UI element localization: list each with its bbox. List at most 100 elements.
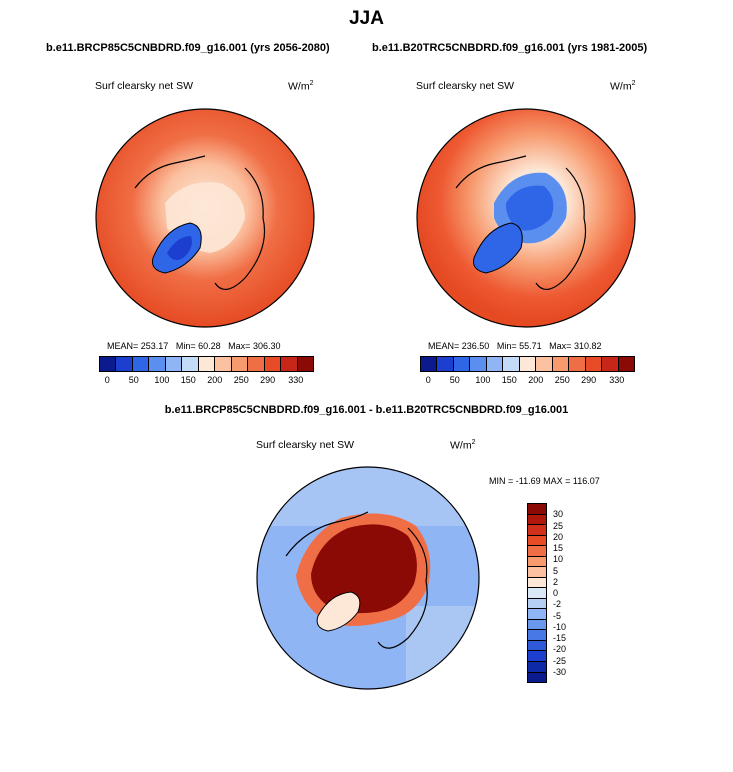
colorbar-tick-label: 330 bbox=[609, 375, 625, 385]
panel2-stats: MEAN= 236.50 Min= 55.71 Max= 310.82 bbox=[428, 341, 602, 351]
colorbar-tick-label: 50 bbox=[449, 375, 460, 385]
colorbar-tick-label: 100 bbox=[154, 375, 170, 385]
colorbar-tick-label: 15 bbox=[553, 543, 564, 553]
colorbar-tick-label: 330 bbox=[288, 375, 304, 385]
colorbar-tick-label: 30 bbox=[553, 509, 564, 520]
diff-case-title: b.e11.BRCP85C5CNBDRD.f09_g16.001 - b.e11… bbox=[164, 404, 569, 416]
panel2-units: W/m2 bbox=[610, 80, 636, 93]
colorbar-segment bbox=[215, 357, 232, 371]
colorbar-segment bbox=[528, 640, 546, 652]
colorbar-segment bbox=[132, 357, 150, 371]
panel2-colorbar-ticks: 0 50 100 150 200 250 290 330 bbox=[420, 375, 635, 387]
colorbar-tick-label: -15 bbox=[553, 633, 567, 643]
colorbar-tick-label: 100 bbox=[475, 375, 491, 385]
colorbar-segment bbox=[528, 588, 546, 599]
colorbar-tick-label: 2 bbox=[553, 576, 559, 587]
colorbar-tick-label: 25 bbox=[553, 520, 564, 531]
panel2-sea-ice-core bbox=[506, 185, 554, 231]
colorbar-tick-label: -30 bbox=[553, 666, 567, 677]
colorbar-tick-label: 250 bbox=[554, 375, 570, 385]
colorbar-segment bbox=[528, 630, 546, 641]
diff-polar-map bbox=[256, 466, 480, 690]
colorbar-tick-label: 20 bbox=[553, 531, 564, 542]
diff-colorbar bbox=[527, 503, 547, 683]
colorbar-tick-label: 0 bbox=[104, 375, 110, 385]
colorbar-segment bbox=[602, 357, 619, 371]
colorbar-segment bbox=[569, 357, 586, 371]
colorbar-segment bbox=[421, 357, 438, 371]
colorbar-segment bbox=[528, 525, 546, 536]
colorbar-segment bbox=[281, 357, 298, 371]
colorbar-tick-label: 290 bbox=[260, 375, 276, 385]
panel2-polar-map bbox=[416, 108, 636, 328]
colorbar-tick-label: -10 bbox=[553, 621, 567, 632]
colorbar-segment bbox=[198, 357, 216, 371]
colorbar-segment bbox=[437, 357, 454, 371]
colorbar-segment bbox=[552, 357, 570, 371]
colorbar-segment bbox=[528, 609, 546, 620]
colorbar-segment bbox=[528, 672, 546, 683]
panel1-greenland-core bbox=[167, 236, 192, 261]
colorbar-segment bbox=[486, 357, 504, 371]
panel2-coastline-greenland bbox=[473, 222, 523, 274]
colorbar-segment bbox=[528, 619, 546, 631]
colorbar-segment bbox=[528, 514, 546, 526]
colorbar-segment bbox=[503, 357, 520, 371]
diff-coastline-eurasia bbox=[377, 527, 428, 649]
colorbar-segment bbox=[231, 357, 249, 371]
colorbar-segment bbox=[264, 357, 282, 371]
colorbar-tick-label: 150 bbox=[501, 375, 517, 385]
colorbar-segment bbox=[149, 357, 166, 371]
diff-units: W/m2 bbox=[450, 439, 476, 452]
colorbar-tick-label: 250 bbox=[233, 375, 249, 385]
colorbar-tick-label: -5 bbox=[553, 610, 562, 621]
colorbar-segment bbox=[528, 577, 546, 589]
colorbar-tick-label: -25 bbox=[553, 655, 567, 666]
colorbar-tick-label: 0 bbox=[553, 588, 559, 598]
colorbar-tick-label: 5 bbox=[553, 565, 559, 576]
colorbar-segment bbox=[618, 357, 635, 371]
colorbar-segment bbox=[528, 661, 546, 673]
colorbar-segment bbox=[528, 598, 546, 610]
panel1-units: W/m2 bbox=[288, 80, 314, 93]
panel1-colorbar-ticks: 0 50 100 150 200 250 290 330 bbox=[99, 375, 314, 387]
colorbar-segment bbox=[585, 357, 603, 371]
panel2-colorbar bbox=[420, 356, 635, 372]
colorbar-segment bbox=[528, 567, 546, 578]
diff-variable-label: Surf clearsky net SW bbox=[256, 439, 355, 451]
main-title: JJA bbox=[349, 8, 384, 29]
panel2-variable-label: Surf clearsky net SW bbox=[416, 80, 515, 92]
colorbar-tick-label: 290 bbox=[581, 375, 597, 385]
colorbar-segment bbox=[453, 357, 471, 371]
colorbar-segment bbox=[536, 357, 553, 371]
panel1-case-title: b.e11.BRCP85C5CNBDRD.f09_g16.001 (yrs 20… bbox=[46, 42, 330, 54]
diff-coastline-america bbox=[285, 511, 369, 557]
colorbar-segment bbox=[528, 535, 546, 547]
colorbar-segment bbox=[297, 357, 314, 371]
colorbar-tick-label: -20 bbox=[553, 644, 567, 655]
panel1-variable-label: Surf clearsky net SW bbox=[95, 80, 194, 92]
panel1-coastline-eurasia bbox=[214, 167, 266, 290]
panel2-coastline-eurasia bbox=[535, 167, 587, 290]
diff-minmax: MIN = -11.69 MAX = 116.07 bbox=[489, 476, 600, 486]
panel1-coastline-america bbox=[134, 155, 206, 189]
panel1-coastline-greenland bbox=[152, 222, 202, 274]
colorbar-segment bbox=[528, 546, 546, 557]
diff-warming-core bbox=[311, 524, 417, 614]
colorbar-segment bbox=[528, 651, 546, 662]
panel2-coastline-america bbox=[455, 155, 527, 189]
colorbar-segment bbox=[116, 357, 133, 371]
colorbar-tick-label: 150 bbox=[180, 375, 196, 385]
colorbar-segment bbox=[470, 357, 487, 371]
colorbar-tick-label: 200 bbox=[528, 375, 544, 385]
colorbar-segment bbox=[182, 357, 199, 371]
colorbar-segment bbox=[528, 504, 546, 515]
colorbar-tick-label: 10 bbox=[553, 554, 564, 565]
colorbar-segment bbox=[528, 556, 546, 568]
colorbar-tick-label: 50 bbox=[128, 375, 139, 385]
panel1-colorbar bbox=[99, 356, 314, 372]
colorbar-segment bbox=[519, 357, 537, 371]
diff-colorbar-ticks: 30 25 20 15 10 5 2 0 -2 -5 -10 -15 -20 -25 -30 bbox=[553, 503, 583, 683]
panel1-stats: MEAN= 253.17 Min= 60.28 Max= 306.30 bbox=[107, 341, 281, 351]
colorbar-segment bbox=[165, 357, 183, 371]
